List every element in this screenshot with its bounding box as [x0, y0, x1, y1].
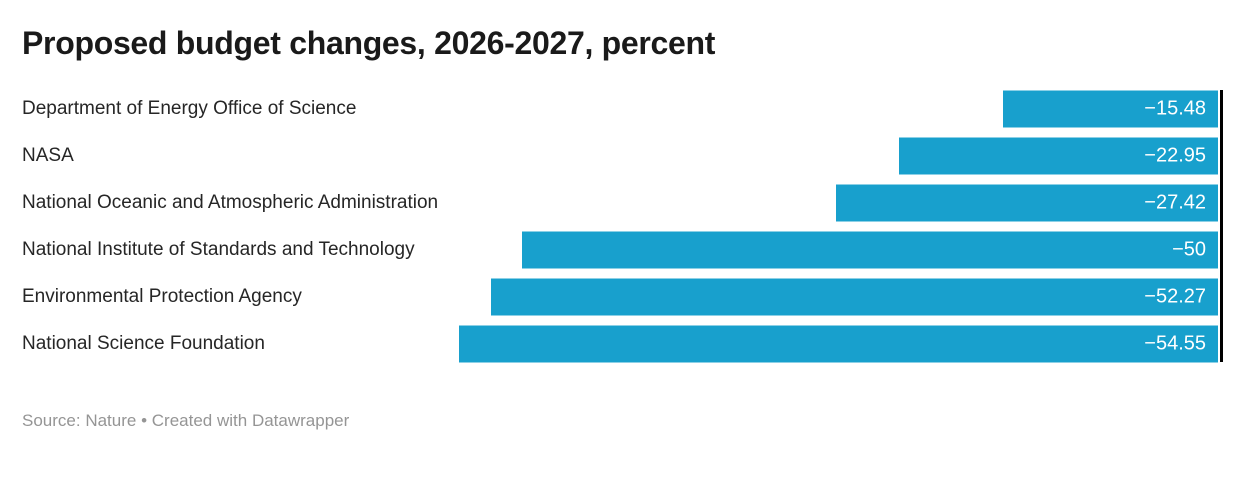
bar-value-label: −27.42: [1144, 191, 1206, 213]
category-label: National Oceanic and Atmospheric Adminis…: [22, 191, 439, 213]
chart-row: National Institute of Standards and Tech…: [22, 226, 1218, 273]
chart-footer: Source: Nature • Created with Datawrappe…: [22, 411, 1218, 431]
bar-chart: Department of Energy Office of Science −…: [22, 85, 1223, 367]
chart-row: Department of Energy Office of Science −…: [22, 85, 1218, 132]
value-bar: −22.95: [898, 137, 1218, 174]
category-label: Environmental Protection Agency: [22, 285, 302, 307]
chart-row: Environmental Protection Agency −52.27: [22, 273, 1218, 320]
bar-value-label: −15.48: [1144, 97, 1206, 119]
category-label: Department of Energy Office of Science: [22, 97, 357, 119]
value-bar: −52.27: [490, 278, 1218, 315]
value-bar: −54.55: [459, 325, 1218, 362]
chart-row: NASA −22.95: [22, 132, 1218, 179]
chart-row: National Oceanic and Atmospheric Adminis…: [22, 179, 1218, 226]
bar-value-label: −52.27: [1144, 285, 1206, 307]
chart-title: Proposed budget changes, 2026-2027, perc…: [22, 25, 716, 61]
source-name: Nature: [85, 411, 137, 430]
bar-value-label: −22.95: [1144, 144, 1206, 166]
datawrapper-credit-link[interactable]: Created with Datawrapper: [151, 411, 350, 430]
zero-axis-line: [1220, 90, 1223, 362]
value-bar: −50: [522, 231, 1218, 268]
source-label: Source:: [22, 411, 81, 430]
bar-value-label: −50: [1172, 238, 1206, 260]
category-label: National Institute of Standards and Tech…: [22, 238, 415, 260]
bar-value-label: −54.55: [1144, 332, 1206, 354]
category-label: National Science Foundation: [22, 332, 265, 354]
category-label: NASA: [22, 144, 74, 166]
footer-separator: •: [141, 411, 148, 430]
value-bar: −27.42: [836, 184, 1218, 221]
value-bar: −15.48: [1002, 90, 1218, 127]
chart-row: National Science Foundation −54.55: [22, 320, 1218, 367]
